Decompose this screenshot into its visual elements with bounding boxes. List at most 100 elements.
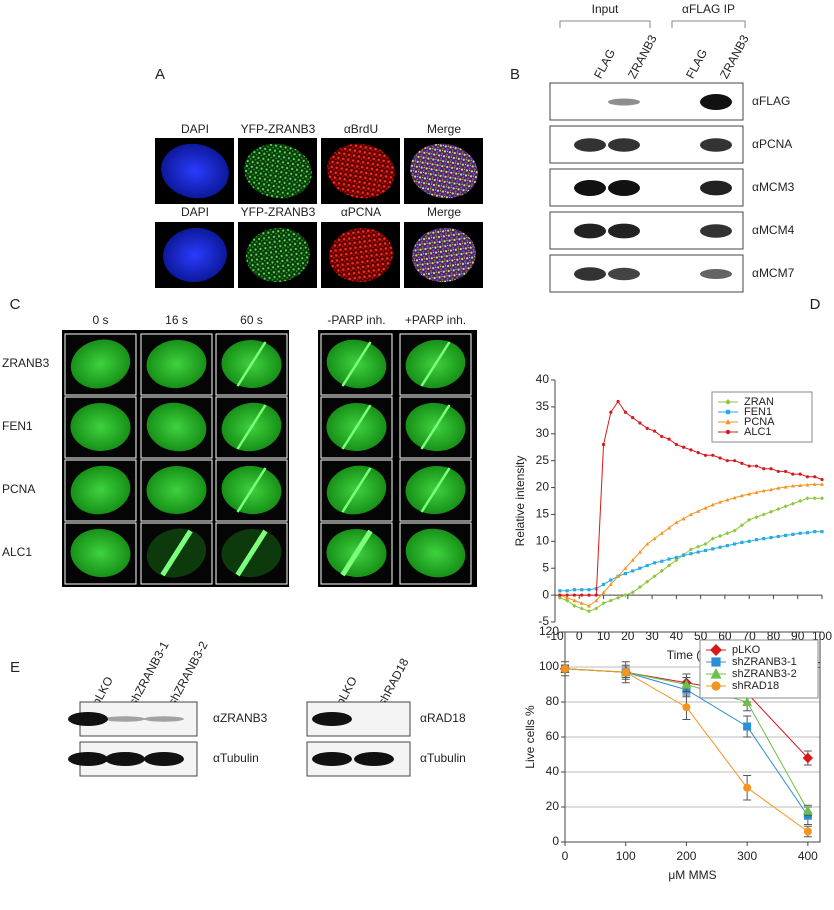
marker <box>803 827 812 836</box>
marker <box>703 548 708 553</box>
marker <box>703 453 708 457</box>
marker <box>660 559 664 563</box>
legend-label: PCNA <box>744 416 775 428</box>
y-tick-label: 120 <box>539 624 559 638</box>
marker <box>802 752 814 764</box>
band <box>700 94 732 110</box>
legend-label: pLKO <box>732 644 761 656</box>
y-tick-label: 40 <box>536 372 550 386</box>
marker <box>769 487 773 492</box>
nucleus <box>327 143 395 199</box>
group-label: αFLAG IP <box>682 2 735 16</box>
marker <box>608 582 613 586</box>
marker <box>747 491 752 496</box>
x-tick-label: 40 <box>670 629 684 643</box>
y-axis-label: Live cells % <box>523 705 537 769</box>
marker <box>743 783 752 792</box>
marker <box>580 593 584 597</box>
legend-label: shZRANB3-1 <box>732 656 797 668</box>
marker <box>805 496 810 501</box>
marker <box>645 579 650 584</box>
marker <box>586 609 592 614</box>
blot-label: αZRANB3 <box>213 711 268 725</box>
x-tick-label: 100 <box>616 849 636 863</box>
marker <box>739 523 744 528</box>
marker <box>762 537 766 541</box>
marker <box>674 442 678 447</box>
marker <box>587 603 591 608</box>
marker <box>812 496 817 501</box>
marker <box>565 593 569 597</box>
marker <box>762 467 766 471</box>
image-label: YFP-ZRANB3 <box>241 122 316 136</box>
band <box>700 224 732 238</box>
marker <box>623 593 628 598</box>
marker <box>601 590 606 595</box>
marker <box>791 532 795 536</box>
marker <box>572 598 577 603</box>
marker <box>703 505 708 510</box>
column-label: +PARP inh. <box>405 313 466 327</box>
y-tick-label: 40 <box>546 764 560 778</box>
marker <box>645 426 649 430</box>
marker <box>711 547 715 551</box>
y-tick-label: 10 <box>536 534 550 548</box>
lane-label: shZRANB3-1 <box>126 639 172 708</box>
damage-stripe <box>160 529 193 577</box>
damage-stripe <box>340 529 373 577</box>
nucleus <box>146 465 207 515</box>
band <box>354 752 394 766</box>
marker <box>580 588 584 592</box>
marker <box>725 544 729 548</box>
band <box>608 98 640 106</box>
marker <box>717 533 723 539</box>
marker <box>681 679 692 689</box>
marker <box>630 590 635 595</box>
nucleus <box>70 465 131 515</box>
marker <box>733 542 737 546</box>
nucleus <box>70 528 131 578</box>
bracket <box>671 20 746 28</box>
marker <box>754 464 759 468</box>
marker <box>776 534 780 539</box>
marker <box>710 502 715 507</box>
marker <box>616 595 621 600</box>
band <box>574 180 606 196</box>
image-label: YFP-ZRANB3 <box>241 205 316 219</box>
marker <box>587 588 591 592</box>
marker <box>621 668 630 677</box>
marker <box>819 496 825 501</box>
marker <box>630 558 635 562</box>
marker <box>594 593 598 597</box>
nucleus <box>146 402 207 452</box>
row-label: PCNA <box>2 482 35 496</box>
panel-label: A <box>155 66 165 83</box>
y-tick-label: 20 <box>536 480 550 494</box>
marker <box>638 421 642 425</box>
marker <box>725 531 730 536</box>
nucleus <box>163 227 227 283</box>
panel-label: E <box>10 659 20 676</box>
marker <box>572 588 577 592</box>
marker <box>820 530 824 534</box>
marker <box>558 589 562 593</box>
image-label: αBrdU <box>344 122 378 136</box>
marker <box>579 606 584 611</box>
blot-label: αTubulin <box>420 751 466 765</box>
marker <box>820 482 824 486</box>
panel-label: C <box>10 296 21 313</box>
bracket <box>559 20 651 28</box>
marker <box>769 467 773 471</box>
marker <box>725 459 729 463</box>
nucleus <box>405 528 466 578</box>
blot-label: αFLAG <box>752 94 790 108</box>
damage-stripe <box>420 404 451 450</box>
marker <box>761 488 766 493</box>
marker <box>660 434 664 439</box>
marker <box>637 584 643 590</box>
marker <box>820 477 824 482</box>
marker <box>587 593 591 597</box>
column-label: 60 s <box>240 313 263 327</box>
marker <box>688 547 694 552</box>
